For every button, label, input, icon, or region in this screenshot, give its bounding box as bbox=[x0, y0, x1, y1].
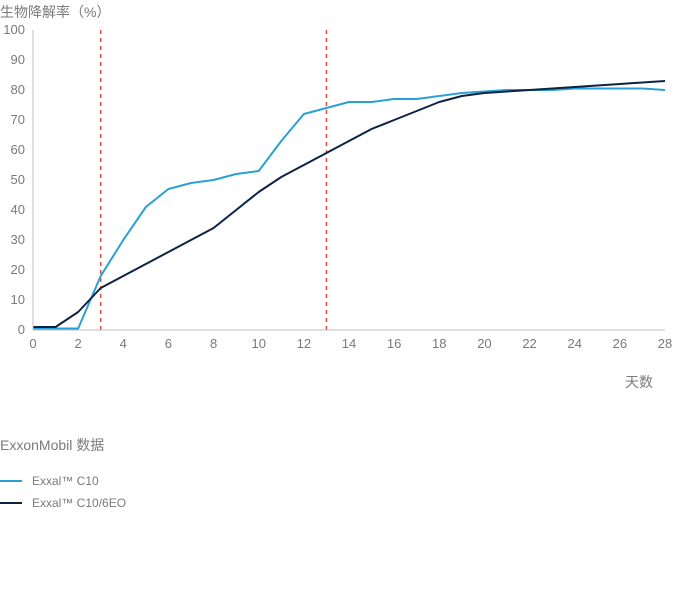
x-tick-label: 28 bbox=[658, 336, 672, 351]
x-tick-label: 6 bbox=[165, 336, 172, 351]
y-tick-label: 40 bbox=[11, 202, 25, 217]
legend-item: Exxal™ C10 bbox=[0, 470, 126, 492]
chart-svg: 0102030405060708090100024681012141618202… bbox=[0, 0, 680, 606]
y-tick-label: 20 bbox=[11, 262, 25, 277]
x-axis-title: 天数 bbox=[625, 372, 653, 392]
x-tick-label: 24 bbox=[567, 336, 581, 351]
y-tick-label: 90 bbox=[11, 52, 25, 67]
x-tick-label: 14 bbox=[342, 336, 356, 351]
data-source-label: ExxonMobil 数据 bbox=[0, 435, 104, 455]
y-tick-label: 30 bbox=[11, 232, 25, 247]
x-tick-label: 4 bbox=[120, 336, 127, 351]
x-tick-label: 18 bbox=[432, 336, 446, 351]
series-line bbox=[33, 89, 665, 329]
series-line bbox=[33, 81, 665, 327]
y-tick-label: 10 bbox=[11, 292, 25, 307]
y-tick-label: 80 bbox=[11, 82, 25, 97]
x-tick-label: 22 bbox=[522, 336, 536, 351]
y-tick-label: 60 bbox=[11, 142, 25, 157]
legend: Exxal™ C10 Exxal™ C10/6EO bbox=[0, 470, 126, 514]
x-tick-label: 2 bbox=[75, 336, 82, 351]
y-tick-label: 0 bbox=[18, 322, 25, 337]
y-tick-label: 50 bbox=[11, 172, 25, 187]
x-tick-label: 0 bbox=[29, 336, 36, 351]
x-tick-label: 16 bbox=[387, 336, 401, 351]
x-tick-label: 12 bbox=[297, 336, 311, 351]
y-tick-label: 70 bbox=[11, 112, 25, 127]
legend-label: Exxal™ C10/6EO bbox=[32, 496, 126, 510]
x-tick-label: 20 bbox=[477, 336, 491, 351]
chart-container: 生物降解率（%） 0102030405060708090100024681012… bbox=[0, 0, 680, 606]
y-tick-label: 100 bbox=[3, 22, 25, 37]
legend-swatch bbox=[0, 480, 22, 482]
x-tick-label: 26 bbox=[613, 336, 627, 351]
x-tick-label: 10 bbox=[251, 336, 265, 351]
legend-label: Exxal™ C10 bbox=[32, 474, 99, 488]
legend-item: Exxal™ C10/6EO bbox=[0, 492, 126, 514]
legend-swatch bbox=[0, 502, 22, 504]
x-tick-label: 8 bbox=[210, 336, 217, 351]
